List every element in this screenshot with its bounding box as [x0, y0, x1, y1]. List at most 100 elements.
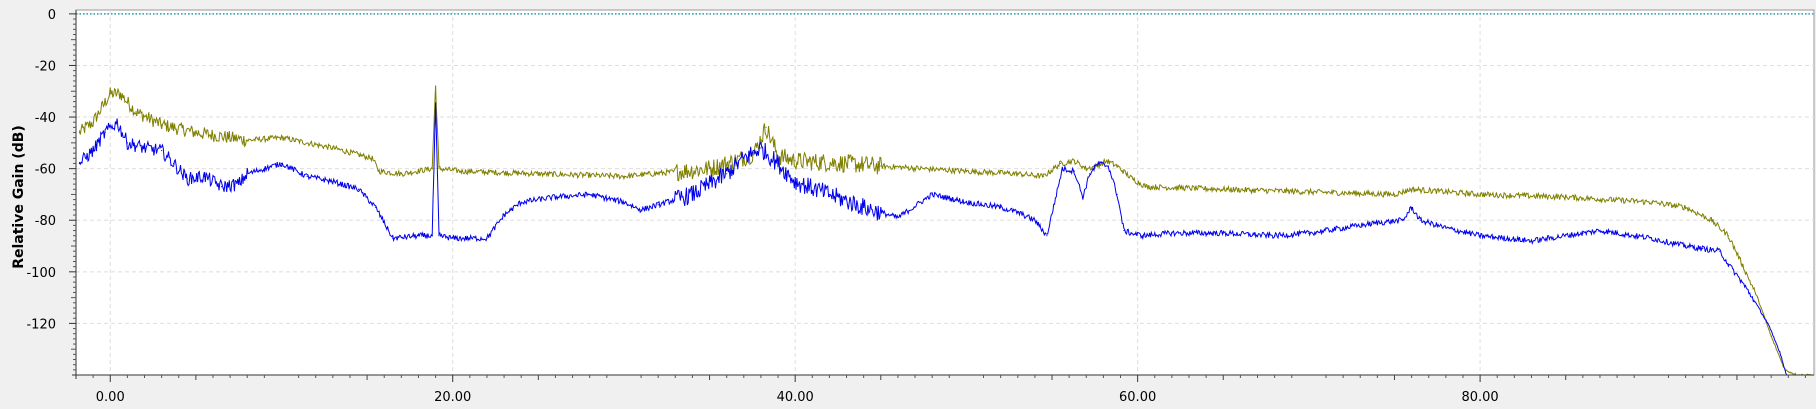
- series-1-point: [417, 235, 420, 237]
- series-1-point: [1046, 235, 1048, 237]
- series-0-point: [1710, 219, 1712, 221]
- series-1-point: [743, 157, 745, 159]
- series-0-point: [845, 162, 848, 165]
- series-1-point: [1719, 250, 1721, 252]
- series-1-point: [1073, 170, 1075, 172]
- series-1-point: [1479, 235, 1481, 237]
- series-0-point: [1770, 335, 1772, 337]
- series-1-point: [1727, 263, 1729, 265]
- series-1-point: [332, 180, 334, 183]
- series-0-point: [1073, 160, 1075, 162]
- series-1-point: [657, 204, 659, 206]
- series-0-point: [434, 85, 437, 87]
- series-0-point: [1131, 178, 1134, 180]
- series-1-point: [1107, 165, 1110, 167]
- axes: 0.00 20.00 40.00 60.00 80.00 0 -20 -40 -60 -80 -10…: [26, 8, 1814, 405]
- plot-area: [75, 9, 1815, 376]
- series-1-point: [1000, 206, 1002, 208]
- series-1-point: [1308, 232, 1310, 234]
- series-0-point: [161, 124, 163, 126]
- series-1-point: [1530, 240, 1533, 242]
- series-1-point: [78, 162, 81, 165]
- series-1-point: [1650, 237, 1652, 239]
- series-0-point: [1116, 165, 1118, 167]
- series-1-point: [1445, 227, 1447, 229]
- series-1-point: [1402, 219, 1404, 221]
- series-line-1: [78, 102, 1788, 375]
- series-1-point: [1741, 281, 1743, 283]
- series-0-point: [794, 160, 796, 162]
- series-1-point: [1034, 219, 1036, 221]
- series-0-point: [371, 157, 373, 159]
- x-tick-label-3: 60.00: [1119, 390, 1156, 405]
- series-1-point: [640, 209, 642, 211]
- series-1-point: [92, 149, 94, 152]
- series-0-point: [378, 170, 380, 172]
- y-tick-label-1: -20: [35, 59, 56, 74]
- series-1-point: [306, 175, 308, 177]
- series-0-point: [431, 168, 433, 170]
- y-tick-label-2: -40: [35, 111, 56, 126]
- series-0-point: [537, 173, 539, 175]
- series-0-point: [1479, 193, 1481, 196]
- series-0-point: [1222, 188, 1224, 190]
- series-line-0: [78, 85, 1813, 376]
- series-1-point: [434, 103, 437, 105]
- series-1-point: [357, 188, 360, 190]
- series-0-point: [1565, 196, 1567, 198]
- y-tick-label-3: -60: [35, 163, 56, 178]
- series-0-point: [1308, 191, 1310, 193]
- series-1-point: [828, 193, 831, 196]
- series-1-point: [1142, 235, 1144, 237]
- series-1-point: [173, 162, 175, 165]
- series-1-point: [1171, 232, 1173, 234]
- series-1-point: [1342, 227, 1344, 229]
- series-1-point: [280, 162, 283, 165]
- series-0-point: [246, 139, 248, 141]
- series-0-point: [460, 170, 462, 172]
- series-0-point: [92, 121, 94, 123]
- series-0-point: [623, 175, 625, 177]
- series-1-point: [1116, 193, 1118, 196]
- series-0-point: [1756, 297, 1759, 299]
- series-1-point: [1274, 235, 1276, 237]
- series-1-point: [452, 237, 454, 239]
- series-1-point: [104, 131, 106, 134]
- series-1-point: [1017, 211, 1019, 214]
- series-1-point: [897, 217, 899, 219]
- series-0-point: [400, 173, 402, 175]
- series-1-point: [1599, 229, 1601, 232]
- series-0-point: [880, 165, 882, 167]
- series-1-point: [1130, 232, 1132, 234]
- series-0-point: [78, 131, 81, 134]
- series-0-point: [1684, 206, 1687, 208]
- series-1-point: [726, 173, 728, 175]
- series-0-point: [195, 131, 197, 134]
- series-1-point: [486, 237, 488, 239]
- series-0-point: [1059, 162, 1062, 165]
- series-1-point: [220, 186, 223, 188]
- series-group: [78, 85, 1813, 376]
- series-1-point: [589, 193, 591, 196]
- series-1-point: [263, 168, 265, 170]
- x-tick-label-2: 40.00: [777, 390, 814, 405]
- series-1-point: [1767, 322, 1769, 325]
- series-1-point: [760, 147, 762, 149]
- series-0-point: [1393, 193, 1396, 196]
- series-0-point: [135, 111, 137, 113]
- series-0-point: [332, 147, 334, 149]
- y-tick-label-5: -100: [26, 266, 56, 281]
- series-1-point: [1089, 173, 1091, 175]
- series-0-point: [965, 170, 968, 172]
- y-tick-label-6: -120: [26, 317, 56, 332]
- series-1-point: [931, 193, 933, 196]
- series-1-point: [1222, 232, 1224, 234]
- series-0-point: [438, 168, 440, 170]
- series-1-point: [186, 178, 188, 180]
- series-1-point: [143, 147, 146, 149]
- series-0-point: [1650, 201, 1652, 203]
- series-1-point: [1779, 351, 1781, 353]
- series-0-point: [280, 137, 283, 139]
- series-1-point: [1419, 219, 1421, 221]
